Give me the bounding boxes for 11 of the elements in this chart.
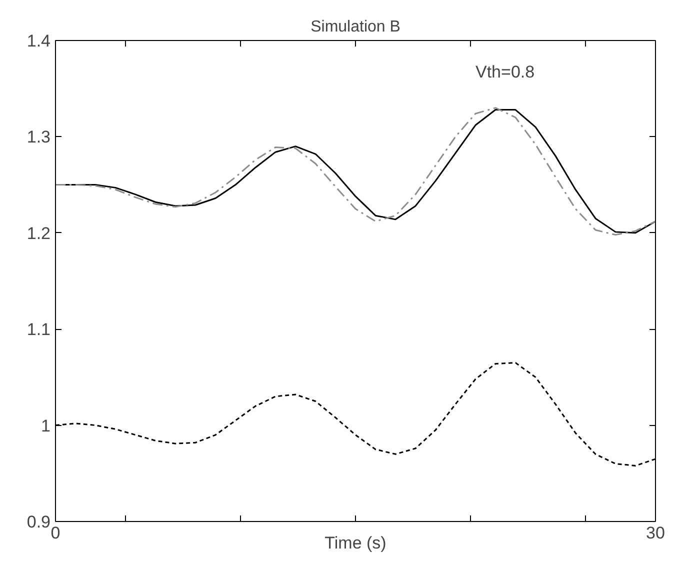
y-tick-label: 1.1 (26, 320, 51, 340)
chart-title: Simulation B (310, 18, 400, 36)
y-tick-label: 1.3 (26, 128, 51, 147)
y-tick-label: 1.2 (26, 224, 51, 243)
y-tick-label: 1.4 (26, 32, 51, 50)
y-tick-label: 1 (41, 416, 51, 436)
x-tick-label: 30 (646, 524, 665, 542)
x-axis-title: Time (s) (324, 534, 386, 552)
x-tick-label: 0 (50, 524, 60, 542)
annotation: Vth=0.8 (476, 62, 535, 82)
y-tick-label: 0.9 (26, 512, 51, 532)
